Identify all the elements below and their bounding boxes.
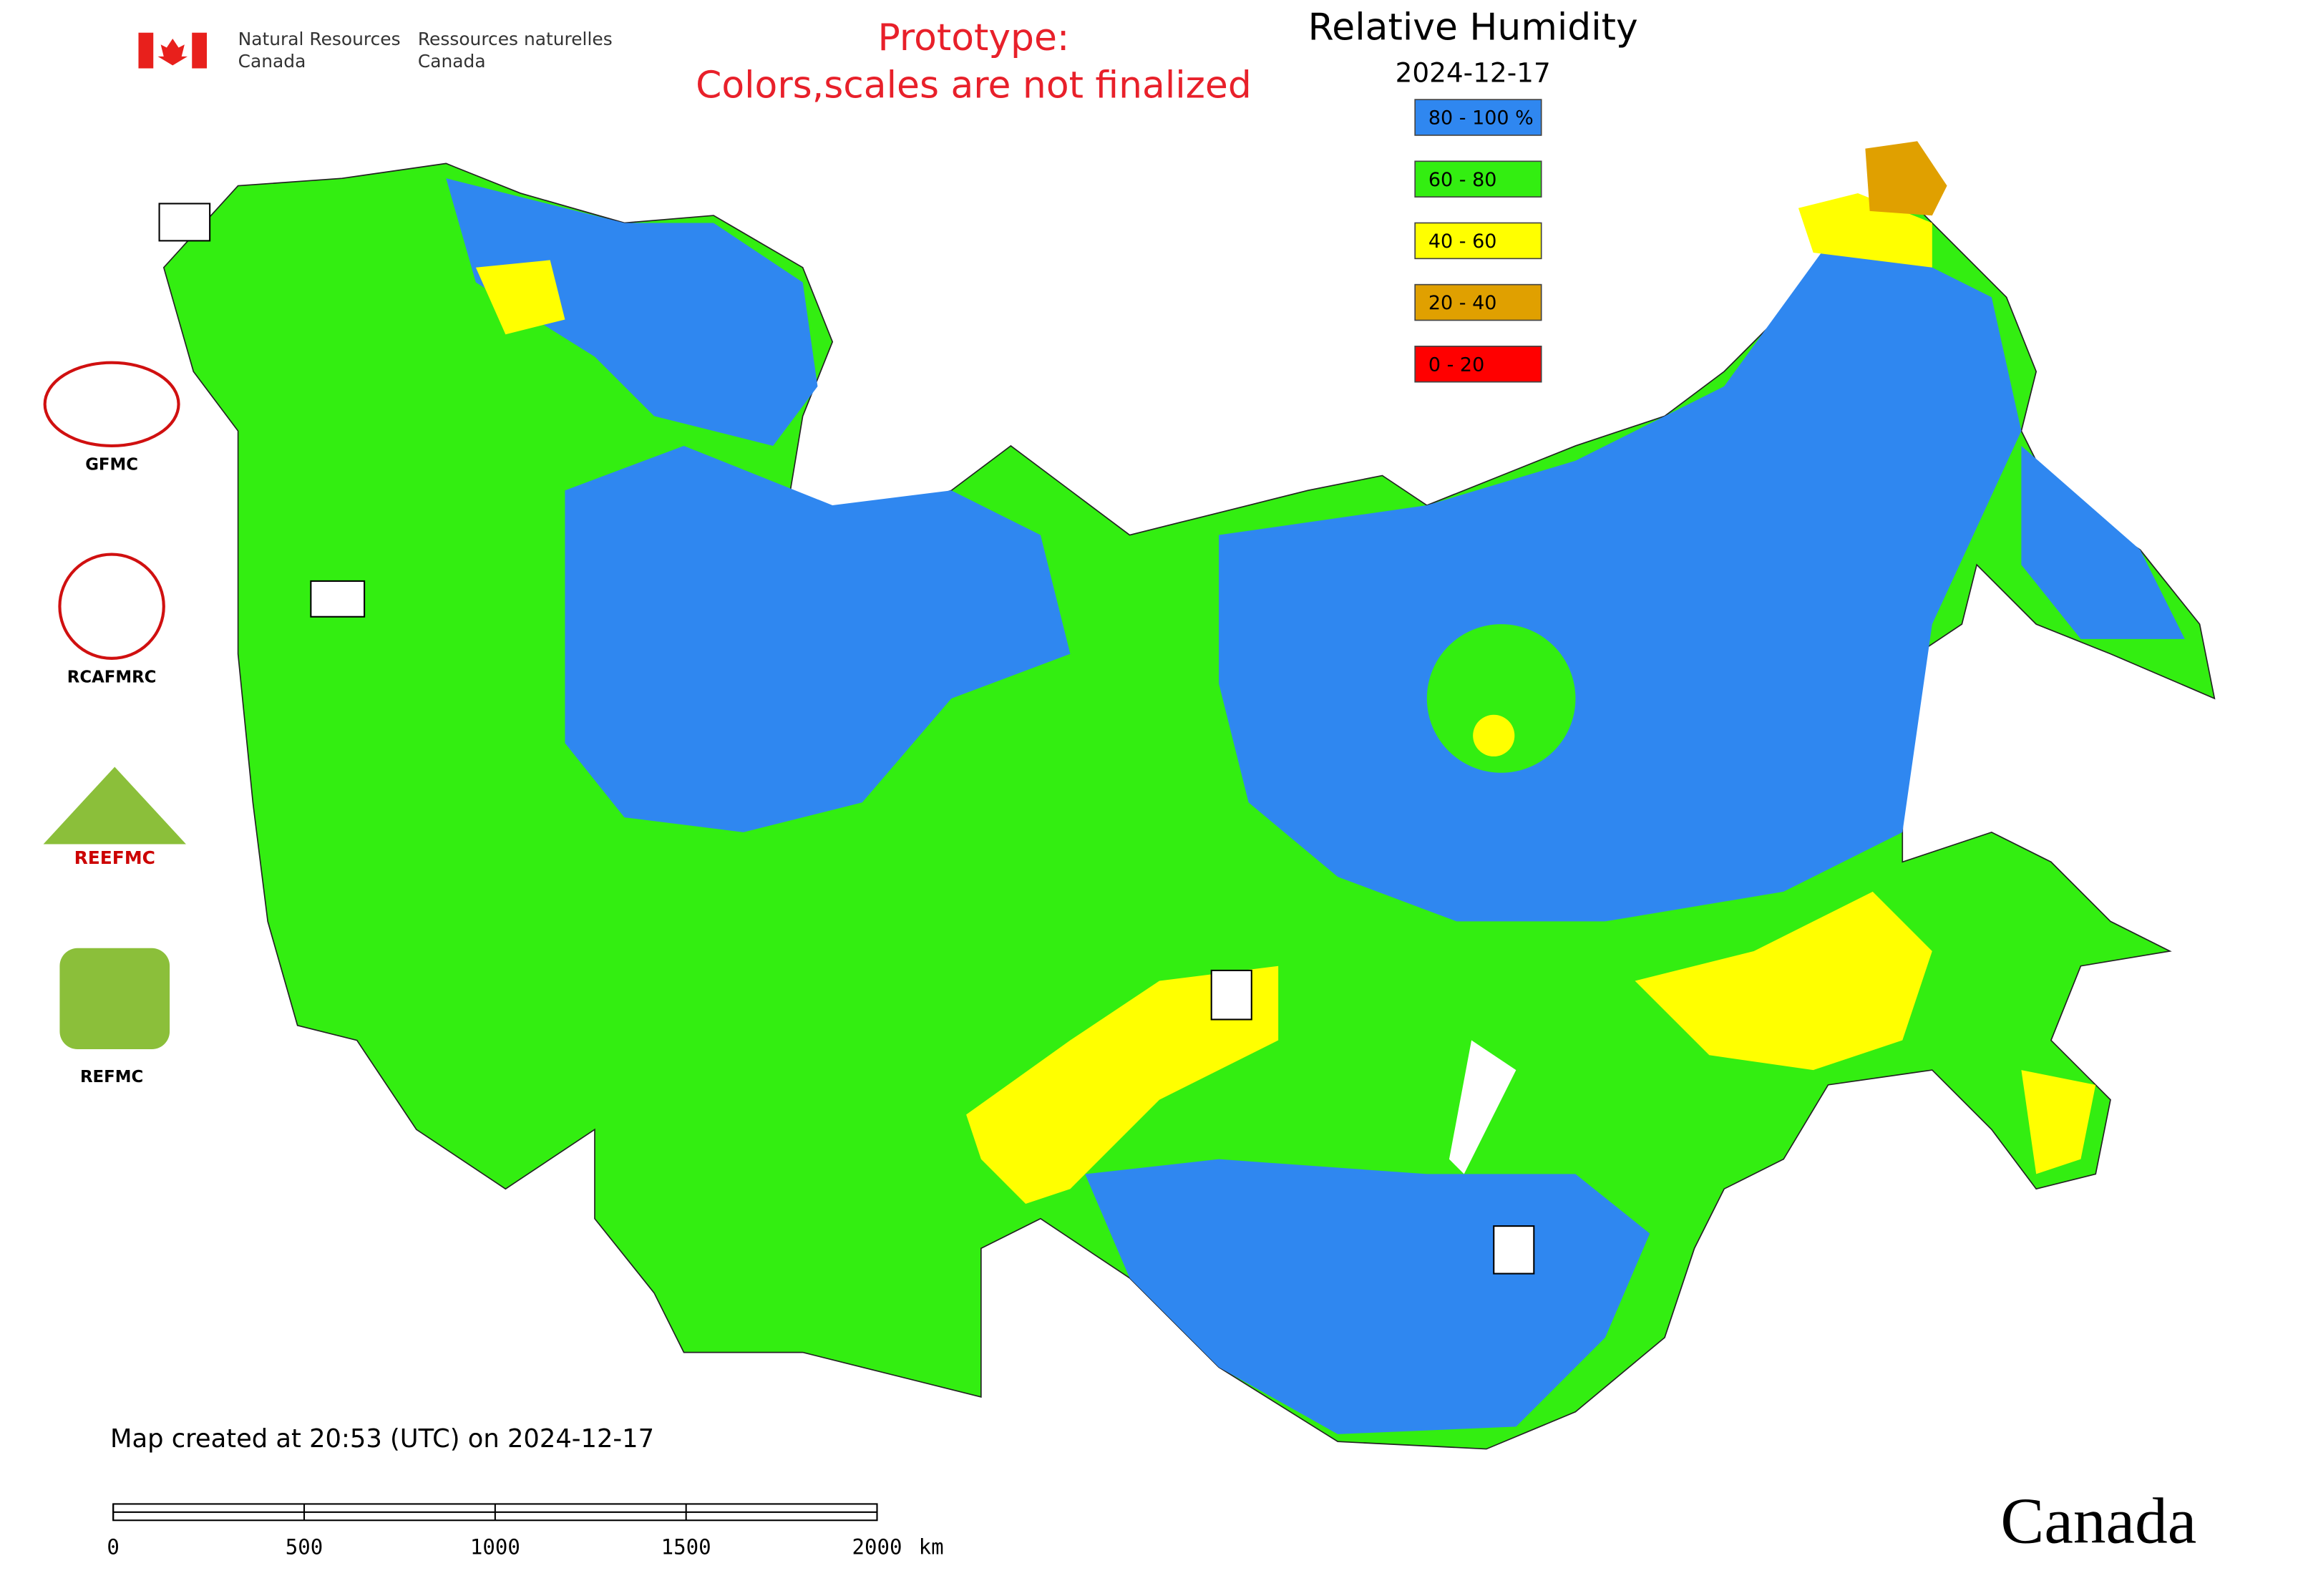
map-date: 2024-12-17 [1396,57,1551,88]
humid-zone [2021,445,2185,639]
notice: Colors,scales are not finalized [696,64,1252,107]
scale-label: 500 [286,1535,323,1559]
legend-label: 0 - 20 [1428,354,1484,376]
logos: GFMC RCAFMRC REEFMC REFMC [43,361,186,1086]
legend-label: 60 - 80 [1428,169,1497,191]
marker [158,203,211,242]
marker [310,580,366,618]
department-en: Natural Resources [238,29,401,49]
maple-leaf [157,38,188,66]
scale-label: 1500 [661,1535,711,1559]
marker [1210,969,1252,1021]
logo [43,767,186,845]
department-fr: Ressources naturelles [418,29,613,49]
scale-label: 2000 [852,1535,902,1559]
logo-label: GFMC [85,455,138,474]
scale-bar: 0 500 1000 1500 2000 km [107,1503,944,1559]
created-note: Map created at 20:53 (UTC) on 2024-12-17 [110,1424,654,1454]
logo-label: REEFMC [74,847,155,868]
legend-label: 80 - 100 % [1428,107,1534,130]
dry-zone [475,260,565,335]
flag-bar [138,32,154,69]
humid-zone [446,178,818,446]
logo [43,361,180,448]
logo [58,553,165,660]
logo [59,948,170,1050]
dry-zone [1635,891,1932,1071]
humid-zone [1219,223,2022,922]
dry-zone [966,965,1279,1204]
legend-label: 40 - 60 [1428,230,1497,253]
logo-label: REFMC [80,1068,143,1086]
legend-swatch [1414,160,1542,198]
logo-label: RCAFMRC [67,668,157,686]
legend-swatch [1414,222,1542,260]
legend-swatch [1414,99,1542,136]
legend-swatch [1414,283,1542,321]
department-en: Canada [238,51,306,72]
scale-unit: km [919,1535,944,1559]
dry-zone [1473,714,1515,756]
department-fr: Canada [418,51,486,72]
map-title: Relative Humidity [1308,6,1638,49]
legend-label: 20 - 40 [1428,292,1497,314]
flag-bar [192,32,208,69]
map [158,141,2216,1450]
moist-zone [1426,624,1576,773]
marker [1493,1225,1535,1275]
notice: Prototype: [878,16,1070,59]
dry-zone [2021,1070,2096,1174]
lake [1449,1040,1516,1174]
scale-label: 0 [107,1535,120,1559]
scale-label: 1000 [470,1535,520,1559]
wordmark: Canada [2000,1485,2196,1557]
very-dry-zone [1865,141,1947,216]
legend-swatch [1414,345,1542,383]
humid-zone [565,445,1071,832]
legend: 80 - 100 % 60 - 80 40 - 60 20 - 40 0 - 20 [1414,99,1542,383]
